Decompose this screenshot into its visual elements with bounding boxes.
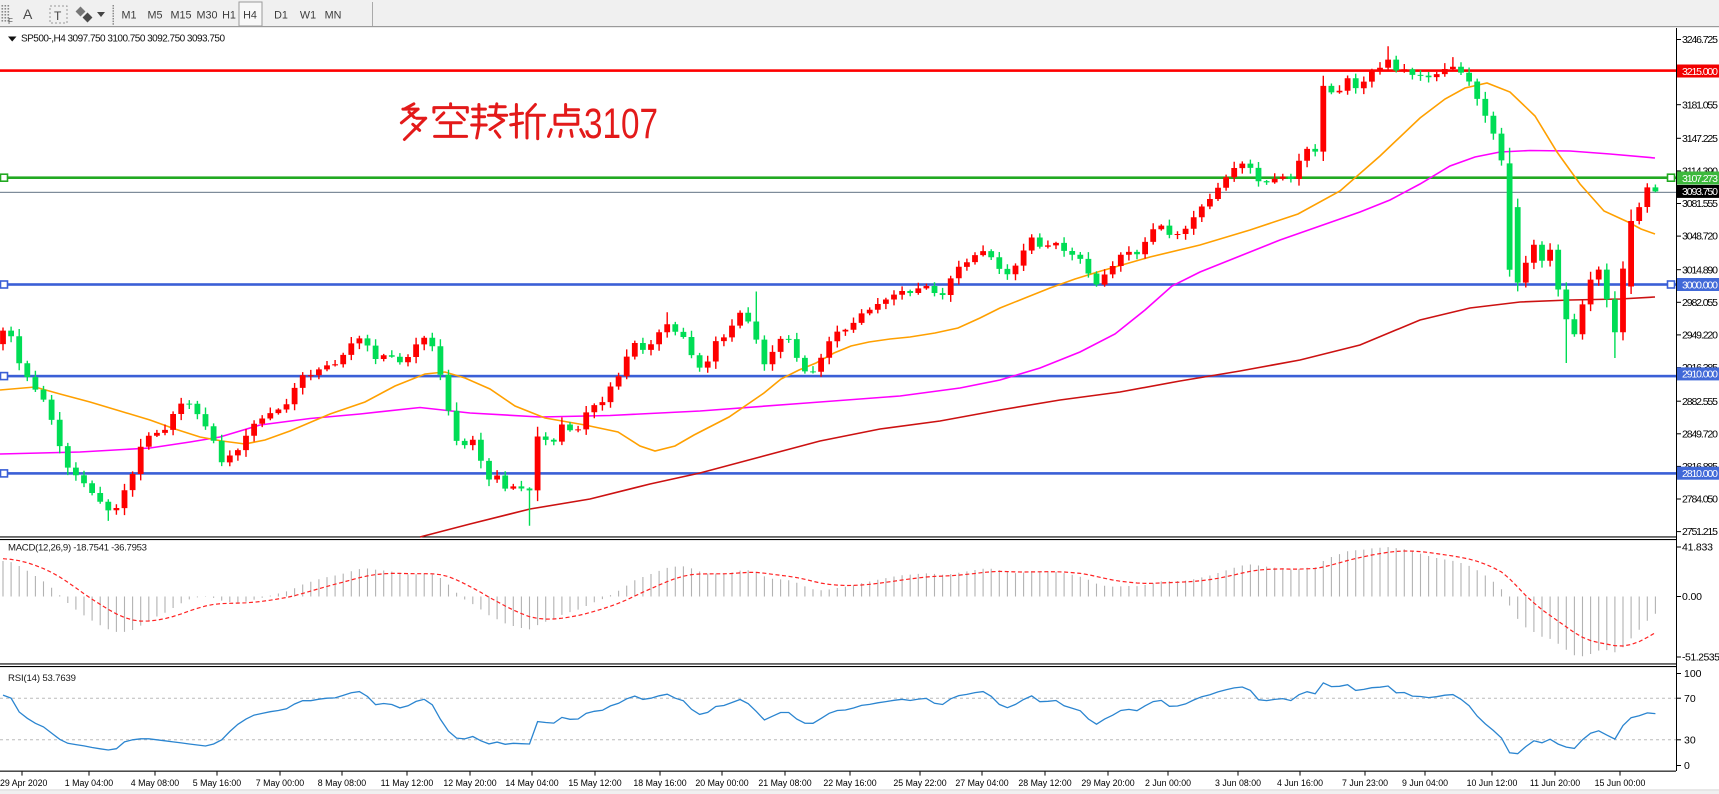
svg-text:9 Jun 04:00: 9 Jun 04:00 xyxy=(1402,778,1448,788)
svg-text:H4: H4 xyxy=(243,10,257,22)
svg-text:M15: M15 xyxy=(170,10,191,22)
svg-text:0: 0 xyxy=(1684,760,1690,772)
svg-text:2784.050: 2784.050 xyxy=(1682,494,1718,506)
svg-text:2 Jun 00:00: 2 Jun 00:00 xyxy=(1145,778,1191,788)
svg-text:28 May 12:00: 28 May 12:00 xyxy=(1018,778,1071,788)
svg-text:4 Jun 16:00: 4 Jun 16:00 xyxy=(1277,778,1323,788)
svg-text:SP500-,H4 3097.750 3100.750 30: SP500-,H4 3097.750 3100.750 3092.750 309… xyxy=(21,34,225,45)
svg-text:15 May 12:00: 15 May 12:00 xyxy=(568,778,621,788)
svg-text:4 May 08:00: 4 May 08:00 xyxy=(131,778,180,788)
svg-text:10 Jun 12:00: 10 Jun 12:00 xyxy=(1467,778,1518,788)
svg-text:3000.000: 3000.000 xyxy=(1682,279,1718,291)
svg-text:7 Jun 23:00: 7 Jun 23:00 xyxy=(1342,778,1388,788)
svg-text:2982.055: 2982.055 xyxy=(1682,297,1718,309)
svg-text:D1: D1 xyxy=(274,10,288,22)
svg-text:RSI(14) 53.7639: RSI(14) 53.7639 xyxy=(8,673,76,684)
svg-text:W1: W1 xyxy=(300,10,316,22)
svg-text:3081.555: 3081.555 xyxy=(1682,198,1718,210)
svg-text:3 Jun 08:00: 3 Jun 08:00 xyxy=(1215,778,1261,788)
svg-text:3014.890: 3014.890 xyxy=(1682,264,1718,276)
svg-text:22 May 16:00: 22 May 16:00 xyxy=(823,778,876,788)
svg-text:M5: M5 xyxy=(148,10,163,22)
svg-text:29 May 20:00: 29 May 20:00 xyxy=(1081,778,1134,788)
svg-text:7 May 00:00: 7 May 00:00 xyxy=(256,778,305,788)
svg-text:11 Jun 20:00: 11 Jun 20:00 xyxy=(1530,778,1580,788)
svg-text:MACD(12,26,9) -18.7541 -36.795: MACD(12,26,9) -18.7541 -36.7953 xyxy=(8,543,147,554)
svg-text:3147.225: 3147.225 xyxy=(1682,133,1718,145)
svg-text:14 May 04:00: 14 May 04:00 xyxy=(505,778,558,788)
svg-text:3048.720: 3048.720 xyxy=(1682,231,1718,243)
svg-text:3246.725: 3246.725 xyxy=(1682,34,1718,46)
svg-text:12 May 20:00: 12 May 20:00 xyxy=(443,778,496,788)
svg-text:29 Apr 2020: 29 Apr 2020 xyxy=(0,778,48,788)
svg-text:M1: M1 xyxy=(122,10,137,22)
svg-text:T: T xyxy=(54,9,62,23)
svg-text:11 May 12:00: 11 May 12:00 xyxy=(381,778,434,788)
svg-text:A: A xyxy=(23,6,33,22)
svg-text:3107: 3107 xyxy=(584,100,658,148)
svg-text:0.00: 0.00 xyxy=(1682,591,1702,603)
svg-text:2882.555: 2882.555 xyxy=(1682,396,1718,408)
svg-text:70: 70 xyxy=(1684,693,1696,705)
svg-text:21 May 08:00: 21 May 08:00 xyxy=(758,778,811,788)
svg-text:-51.2535: -51.2535 xyxy=(1682,652,1719,664)
svg-text:5 May 16:00: 5 May 16:00 xyxy=(193,778,242,788)
svg-text:3107.273: 3107.273 xyxy=(1682,173,1718,185)
svg-text:30: 30 xyxy=(1684,734,1696,746)
svg-text:41.833: 41.833 xyxy=(1682,542,1713,554)
svg-text:F: F xyxy=(8,17,13,26)
svg-text:2949.220: 2949.220 xyxy=(1682,330,1718,342)
svg-text:2751.215: 2751.215 xyxy=(1682,526,1718,538)
svg-text:20 May 00:00: 20 May 00:00 xyxy=(695,778,748,788)
svg-text:2810.000: 2810.000 xyxy=(1682,468,1718,480)
svg-text:2910.000: 2910.000 xyxy=(1682,369,1718,381)
svg-text:3215.000: 3215.000 xyxy=(1682,66,1718,78)
svg-text:M30: M30 xyxy=(196,10,217,22)
svg-text:2849.720: 2849.720 xyxy=(1682,428,1718,440)
svg-text:25 May 22:00: 25 May 22:00 xyxy=(893,778,946,788)
svg-text:1 May 04:00: 1 May 04:00 xyxy=(65,778,114,788)
svg-text:18 May 16:00: 18 May 16:00 xyxy=(633,778,686,788)
svg-text:MN: MN xyxy=(325,10,342,22)
svg-text:100: 100 xyxy=(1684,668,1702,680)
svg-text:3093.750: 3093.750 xyxy=(1682,186,1718,198)
svg-text:3181.055: 3181.055 xyxy=(1682,99,1718,111)
svg-text:8 May 08:00: 8 May 08:00 xyxy=(318,778,367,788)
svg-text:H1: H1 xyxy=(222,10,236,22)
svg-text:27 May 04:00: 27 May 04:00 xyxy=(955,778,1008,788)
svg-text:15 Jun 00:00: 15 Jun 00:00 xyxy=(1595,778,1646,788)
